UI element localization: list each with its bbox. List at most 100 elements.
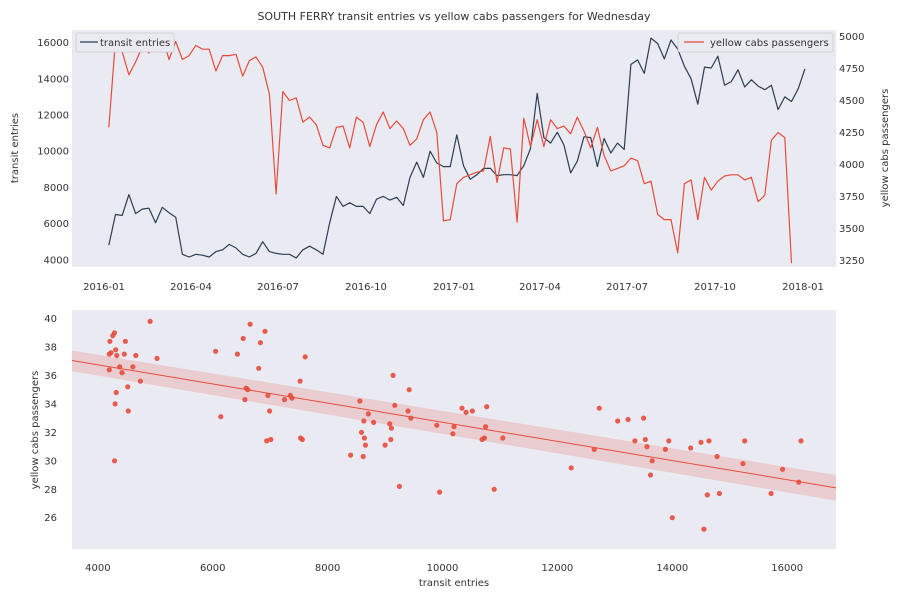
scatter-point bbox=[242, 397, 248, 403]
scatter-point bbox=[568, 465, 574, 471]
x-tick-label: 12000 bbox=[541, 563, 573, 574]
scatter-point bbox=[716, 490, 723, 497]
scatter-point bbox=[742, 438, 748, 444]
yellow-cabs-line bbox=[108, 34, 793, 264]
scatter-point bbox=[434, 422, 440, 428]
y-tick-label: 36 bbox=[44, 371, 57, 382]
scatter-point bbox=[234, 351, 240, 357]
scatter-point bbox=[666, 438, 672, 444]
scatter-point bbox=[125, 408, 131, 414]
scatter-point bbox=[647, 472, 654, 478]
x-tick-label: 2016-04 bbox=[170, 282, 212, 293]
top-x-ticks: 2016-01 2016-04 2016-07 2016-10 2017-01 2017-… bbox=[83, 282, 824, 293]
scatter-point bbox=[688, 445, 694, 451]
legend-transit: transit entries bbox=[75, 32, 175, 53]
scatter-point bbox=[780, 466, 786, 472]
scatter-point bbox=[108, 350, 114, 356]
scatter-point bbox=[371, 419, 377, 425]
scatter-point bbox=[133, 352, 139, 359]
right-tick-label: 3500 bbox=[839, 224, 864, 235]
scatter-point bbox=[392, 402, 398, 408]
scatter-point bbox=[245, 387, 251, 393]
transit-entries-line bbox=[108, 37, 806, 259]
top-left-y-ticks: 4000 6000 8000 10000 12000 14000 16000 bbox=[37, 38, 69, 266]
scatter-point bbox=[268, 436, 274, 443]
scatter-point bbox=[289, 395, 295, 401]
right-tick-label: 4000 bbox=[839, 160, 864, 171]
scatter-point bbox=[388, 436, 394, 443]
top-series-lines bbox=[108, 34, 806, 264]
scatter-point bbox=[257, 340, 263, 346]
scatter-point bbox=[591, 446, 597, 452]
scatter-point bbox=[714, 453, 720, 460]
scatter-point bbox=[662, 446, 669, 452]
x-tick-label: 2018-01 bbox=[782, 282, 824, 293]
scatter-points bbox=[106, 318, 804, 532]
scatter-point bbox=[121, 351, 127, 357]
scatter-point bbox=[463, 409, 469, 415]
scatter-point bbox=[740, 461, 746, 467]
right-tick-label: 3250 bbox=[839, 256, 864, 267]
scatter-point bbox=[213, 348, 219, 354]
scatter-point bbox=[625, 416, 631, 423]
scatter-point bbox=[262, 328, 268, 334]
scatter-point bbox=[704, 492, 710, 498]
scatter-point bbox=[358, 429, 365, 435]
right-tick-label: 4500 bbox=[839, 96, 864, 107]
scatter-point bbox=[122, 338, 128, 344]
x-tick-label: 2017-01 bbox=[433, 282, 475, 293]
legend-transit-label: transit entries bbox=[100, 38, 170, 49]
scatter-point bbox=[483, 424, 489, 430]
scatter-point bbox=[491, 486, 497, 492]
scatter-point bbox=[698, 439, 704, 445]
x-tick-label: 8000 bbox=[315, 563, 340, 574]
top-chart-title: SOUTH FERRY transit entries vs yellow ca… bbox=[257, 10, 651, 23]
scatter-point bbox=[111, 330, 118, 336]
scatter-point bbox=[408, 415, 414, 421]
scatter-point bbox=[137, 378, 143, 384]
legend-cabs: yellow cabs passengers bbox=[677, 32, 834, 53]
scatter-point bbox=[632, 438, 638, 444]
right-tick-label: 4750 bbox=[839, 64, 864, 75]
scatter-point bbox=[247, 321, 253, 327]
scatter-point bbox=[396, 483, 402, 489]
y-tick-label: 30 bbox=[44, 456, 57, 467]
scatter-point bbox=[405, 408, 411, 414]
scatter-point bbox=[360, 453, 366, 460]
scatter-point bbox=[240, 335, 246, 342]
scatter-point bbox=[701, 526, 707, 532]
scatter-point bbox=[281, 397, 288, 403]
x-tick-label: 2016-01 bbox=[83, 282, 125, 293]
scatter-point bbox=[154, 355, 160, 361]
scatter-point bbox=[357, 398, 363, 404]
scatter-point bbox=[390, 372, 396, 378]
scatter-point bbox=[387, 421, 393, 427]
scatter-point bbox=[256, 365, 262, 371]
scatter-point bbox=[451, 424, 457, 430]
left-tick-label: 10000 bbox=[37, 147, 69, 158]
scatter-point bbox=[125, 384, 131, 390]
scatter-point bbox=[437, 489, 443, 495]
scatter-point bbox=[388, 425, 394, 431]
legend-cabs-label: yellow cabs passengers bbox=[710, 38, 829, 49]
scatter-point bbox=[644, 444, 650, 450]
scatter-point bbox=[111, 458, 118, 464]
right-tick-label: 5000 bbox=[839, 32, 864, 43]
scatter-point bbox=[299, 436, 305, 443]
top-right-axis-label: yellow cabs passengers bbox=[880, 89, 891, 208]
left-tick-label: 4000 bbox=[44, 255, 69, 266]
y-tick-label: 34 bbox=[44, 399, 57, 410]
left-tick-label: 6000 bbox=[44, 219, 69, 230]
scatter-point bbox=[218, 414, 224, 420]
scatter-point bbox=[596, 405, 602, 411]
scatter-point bbox=[297, 378, 303, 384]
x-tick-label: 2016-10 bbox=[345, 282, 387, 293]
x-tick-label: 16000 bbox=[771, 563, 803, 574]
x-tick-label: 2017-04 bbox=[519, 282, 561, 293]
x-tick-label: 2016-07 bbox=[257, 282, 299, 293]
scatter-point bbox=[362, 442, 369, 448]
y-tick-label: 40 bbox=[44, 314, 57, 325]
scatter-point bbox=[450, 431, 456, 437]
x-tick-label: 2017-10 bbox=[694, 282, 736, 293]
